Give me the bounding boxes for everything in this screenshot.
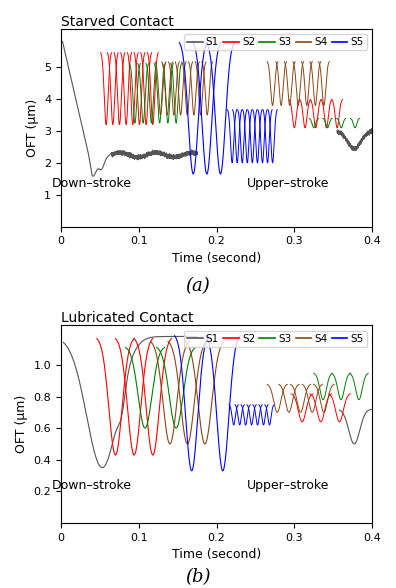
Y-axis label: OFT (μm): OFT (μm) <box>26 99 39 157</box>
Y-axis label: OFT (μm): OFT (μm) <box>15 395 28 453</box>
X-axis label: Time (second): Time (second) <box>172 252 261 265</box>
Legend: S1, S2, S3, S4, S5: S1, S2, S3, S4, S5 <box>184 330 367 347</box>
Legend: S1, S2, S3, S4, S5: S1, S2, S3, S4, S5 <box>184 34 367 51</box>
Text: Down–stroke: Down–stroke <box>52 479 132 492</box>
Text: (b): (b) <box>185 568 211 586</box>
Text: Lubricated Contact: Lubricated Contact <box>61 312 194 325</box>
Text: Down–stroke: Down–stroke <box>52 177 132 190</box>
Text: Upper–stroke: Upper–stroke <box>247 177 329 190</box>
X-axis label: Time (second): Time (second) <box>172 548 261 561</box>
Text: Starved Contact: Starved Contact <box>61 15 174 29</box>
Text: Upper–stroke: Upper–stroke <box>247 479 329 492</box>
Text: (a): (a) <box>186 277 210 295</box>
